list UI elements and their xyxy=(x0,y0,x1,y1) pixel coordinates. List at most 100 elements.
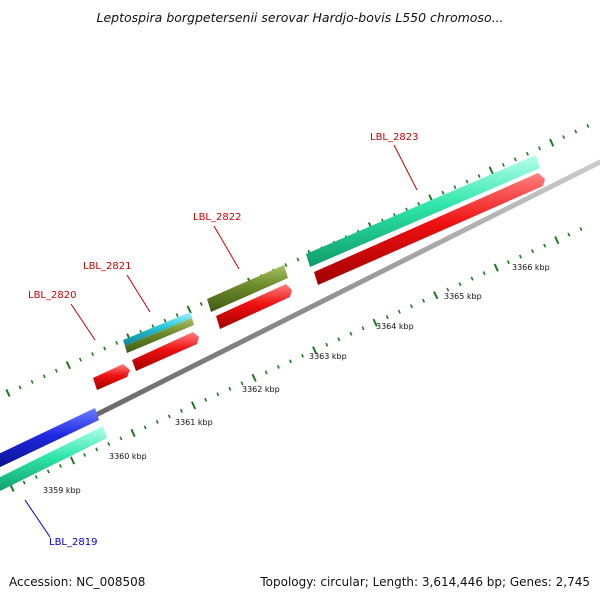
lower-tick-mark xyxy=(83,452,87,457)
upper-tick-mark xyxy=(453,185,457,190)
gene-label-lbl-2820[interactable]: LBL_2820 xyxy=(28,290,76,301)
lower-tick-mark xyxy=(34,474,38,479)
lower-tick-mark xyxy=(567,232,571,237)
lower-tick-mark xyxy=(482,271,486,276)
upper-tick-mark xyxy=(417,201,421,206)
lower-tick-mark xyxy=(312,346,318,355)
lower-tick-mark xyxy=(251,373,257,382)
tick-label-3361: 3361 kbp xyxy=(175,418,213,427)
upper-tick-mark xyxy=(284,263,288,268)
lower-tick-mark xyxy=(337,337,341,342)
upper-tick-mark xyxy=(91,352,95,357)
lower-tick-track xyxy=(9,227,583,493)
upper-tick-mark xyxy=(186,305,192,314)
lower-tick-mark xyxy=(95,447,99,452)
lower-tick-mark xyxy=(349,331,353,336)
gene-bar-lbl-2820-red[interactable] xyxy=(93,364,130,390)
gene-bar-lbl-2821-olive[interactable] xyxy=(125,318,194,353)
lower-tick-mark xyxy=(493,263,499,272)
upper-tick-mark xyxy=(175,313,179,318)
upper-tick-mark xyxy=(513,157,517,162)
gene-bar-lbl-2822-red[interactable] xyxy=(216,284,292,329)
tick-label-3365: 3365 kbp xyxy=(444,292,482,301)
upper-tick-mark xyxy=(549,138,555,147)
upper-tick-mark xyxy=(65,361,72,370)
lower-tick-mark xyxy=(554,236,560,245)
leader-lbl-2821 xyxy=(126,274,151,313)
gene-bar-lbl-2819-blue[interactable] xyxy=(0,408,99,470)
lower-tick-mark xyxy=(228,386,232,391)
gene-label-lbl-2823[interactable]: LBL_2823 xyxy=(370,132,418,143)
lower-tick-mark xyxy=(276,364,280,369)
tick-label-3359: 3359 kbp xyxy=(43,486,81,495)
gene-bar-lbl-2821-cyan[interactable] xyxy=(123,312,192,346)
leader-lbl-2823 xyxy=(393,144,418,191)
gene-features[interactable] xyxy=(0,155,545,494)
tick-labels: 3359 kbp 3360 kbp 3361 kbp 3362 kbp 3363… xyxy=(43,263,550,495)
genome-summary: Topology: circular; Length: 3,614,446 bp… xyxy=(260,575,590,589)
lower-tick-mark xyxy=(470,276,474,281)
lower-tick-mark xyxy=(22,480,26,485)
upper-tick-mark xyxy=(42,374,46,379)
gene-bar-lbl-2822-olive[interactable] xyxy=(207,265,288,312)
gene-bar-lbl-2819-teal[interactable] xyxy=(0,426,107,494)
lower-tick-mark xyxy=(288,359,292,364)
upper-tick-mark xyxy=(199,302,203,306)
upper-tick-mark xyxy=(538,146,542,151)
lower-tick-mark xyxy=(409,304,413,309)
lower-tick-mark xyxy=(58,463,62,468)
lower-tick-mark xyxy=(179,408,183,413)
lower-tick-mark xyxy=(361,326,365,331)
lower-tick-mark xyxy=(397,309,401,314)
upper-tick-mark xyxy=(54,368,58,373)
gene-bar-lbl-2823-teal[interactable] xyxy=(306,155,540,267)
upper-tick-mark xyxy=(18,385,22,390)
upper-tick-mark xyxy=(562,135,566,140)
lower-tick-mark xyxy=(433,291,439,300)
upper-tick-mark xyxy=(488,166,494,175)
lower-tick-mark xyxy=(130,428,136,438)
gene-labels: LBL_2819 LBL_2820 LBL_2821 LBL_2822 LBL_… xyxy=(28,132,418,548)
upper-tick-mark xyxy=(525,151,529,156)
lower-tick-mark xyxy=(143,425,147,430)
lower-tick-mark xyxy=(325,342,329,347)
upper-tick-mark xyxy=(163,318,167,323)
tick-label-3366: 3366 kbp xyxy=(512,263,550,272)
gene-bar-lbl-2823-red[interactable] xyxy=(314,173,545,285)
accession-label: Accession: NC_008508 xyxy=(9,575,146,589)
lower-tick-mark xyxy=(543,243,547,248)
lower-tick-mark xyxy=(46,469,50,474)
lower-tick-mark xyxy=(301,353,305,358)
lower-tick-mark xyxy=(240,381,244,386)
tick-label-3364: 3364 kbp xyxy=(376,322,414,331)
gene-label-lbl-2819[interactable]: LBL_2819 xyxy=(49,537,97,548)
tick-label-3362: 3362 kbp xyxy=(242,385,280,394)
lower-tick-mark xyxy=(422,298,426,303)
lower-tick-mark xyxy=(167,414,171,419)
lower-tick-mark xyxy=(385,315,389,320)
upper-tick-mark xyxy=(465,179,469,184)
lower-tick-mark xyxy=(107,441,111,446)
upper-tick-mark xyxy=(30,379,34,384)
gene-label-leaders xyxy=(24,144,418,538)
lower-tick-mark xyxy=(264,370,268,375)
gene-label-lbl-2821[interactable]: LBL_2821 xyxy=(83,261,131,272)
lower-tick-mark xyxy=(155,419,159,424)
upper-tick-mark xyxy=(477,174,481,179)
lower-tick-mark xyxy=(69,456,76,465)
leader-lbl-2820 xyxy=(70,303,96,341)
lower-tick-mark xyxy=(204,397,208,402)
upper-tick-mark xyxy=(296,257,300,262)
tick-label-3363: 3363 kbp xyxy=(309,352,347,361)
upper-tick-mark xyxy=(115,340,119,345)
gene-label-lbl-2822[interactable]: LBL_2822 xyxy=(193,212,241,223)
leader-lbl-2822 xyxy=(213,225,240,270)
lower-tick-mark xyxy=(518,254,522,259)
upper-tick-mark xyxy=(103,346,107,351)
lower-tick-mark xyxy=(216,392,220,397)
gene-bar-lbl-2821-red[interactable] xyxy=(132,332,199,371)
lower-tick-mark xyxy=(531,249,535,254)
lower-tick-mark xyxy=(458,282,462,287)
upper-tick-mark xyxy=(586,123,590,128)
